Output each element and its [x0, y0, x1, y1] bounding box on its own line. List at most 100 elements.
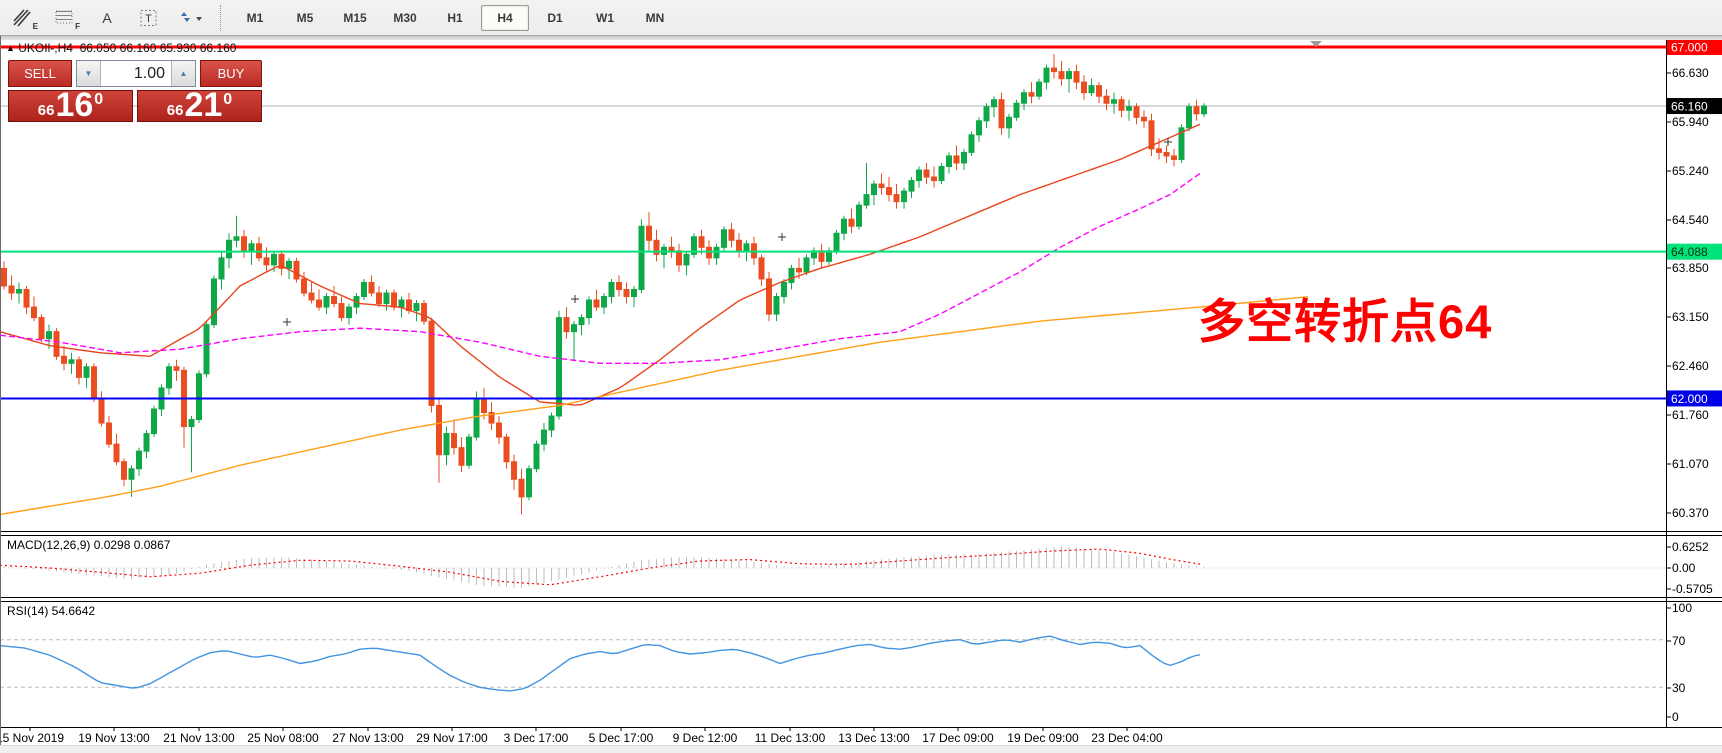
candle-body	[578, 317, 585, 326]
grid-draw-icon[interactable]: F	[46, 3, 84, 33]
time-axis-label: 19 Dec 09:00	[1007, 731, 1079, 745]
volume-decrease-button[interactable]: ▼	[77, 61, 101, 86]
candle-body	[316, 299, 322, 308]
candle-body	[113, 443, 120, 463]
macd-scale-label: -0.5705	[1672, 582, 1713, 596]
time-axis-label: 19 Nov 13:00	[78, 731, 150, 745]
price-level-label: 66.160	[1671, 100, 1708, 114]
timeframe-button-mn[interactable]: MN	[645, 10, 665, 25]
volume-input[interactable]: 1.00	[101, 61, 171, 86]
candle-body	[593, 299, 600, 308]
candle-body	[361, 281, 367, 298]
hatch-draw-icon[interactable]: E	[4, 3, 42, 33]
candlestick-chart[interactable]: 66.630 65.940 65.240 64.540 63.850 63.150 62.4…	[0, 40, 1722, 752]
object-anchor-marker	[283, 318, 291, 326]
sell-price-point: 0	[94, 91, 104, 108]
candle-body	[803, 257, 810, 273]
volume-spinner: ▼ 1.00 ▲	[76, 60, 196, 87]
price-axis-label: 62.460	[1672, 359, 1709, 373]
candle-body	[1186, 106, 1192, 129]
candle-body	[698, 236, 705, 248]
candle-body	[893, 194, 900, 203]
candle-body	[1163, 151, 1170, 157]
candle-body	[1043, 67, 1050, 83]
candle-body	[923, 169, 930, 178]
candle-body	[848, 218, 855, 227]
candle-body	[1148, 120, 1155, 150]
timeframe-button-d1[interactable]: D1	[547, 10, 563, 25]
timeframe-button-h4[interactable]: H4	[481, 4, 529, 31]
candle-body	[781, 281, 787, 298]
icon-subscript: F	[75, 21, 80, 31]
candle-body	[1036, 81, 1042, 97]
timeframe-button-m15[interactable]: M15	[343, 10, 367, 25]
timeframe-button-m1[interactable]: M1	[246, 10, 264, 25]
candle-body	[106, 422, 112, 445]
timeframe-button-w1[interactable]: W1	[596, 10, 614, 25]
candle-body	[1103, 95, 1110, 104]
candle-body	[736, 239, 742, 252]
time-axis-label: 29 Nov 17:00	[416, 731, 488, 745]
candle-body	[278, 253, 285, 269]
price-axis-label: 66.630	[1672, 66, 1709, 80]
candle-body	[226, 239, 232, 259]
buy-price-display[interactable]: 66 21 0	[137, 88, 262, 122]
candle-body	[743, 243, 750, 252]
candle-body	[1126, 106, 1132, 111]
candle-body	[1111, 99, 1117, 104]
candle-body	[121, 461, 127, 480]
sell-price-display[interactable]: 66 16 0	[8, 88, 133, 122]
window-bottom-strip	[0, 745, 1722, 753]
time-axis-label: 13 Dec 13:00	[838, 731, 910, 745]
candle-body	[338, 303, 345, 319]
candle-body	[586, 299, 592, 319]
candle-body	[683, 253, 690, 266]
timeframe-button-m30[interactable]: M30	[393, 10, 417, 25]
volume-increase-button[interactable]: ▲	[171, 61, 195, 86]
timeframe-button-m5[interactable]: M5	[296, 10, 314, 25]
time-axis-label: 17 Dec 09:00	[922, 731, 994, 745]
candle-body	[503, 436, 510, 463]
icon-subscript: E	[32, 21, 38, 31]
text-box-icon[interactable]: T	[130, 3, 168, 33]
candle-body	[563, 317, 570, 333]
price-axis-label: 64.540	[1672, 213, 1709, 227]
macd-signal-line	[0, 548, 1201, 586]
text-label-icon[interactable]: A	[88, 3, 126, 33]
time-axis-label: 9 Dec 12:00	[673, 731, 738, 745]
candle-body	[601, 296, 607, 308]
price-level-label-box	[1667, 390, 1722, 407]
price-level-label: 62.000	[1671, 392, 1708, 406]
candle-body	[1178, 127, 1185, 160]
candle-body	[173, 366, 180, 371]
candle-body	[53, 331, 60, 357]
price-axis-label: 65.940	[1672, 115, 1709, 129]
candle-body	[721, 229, 727, 248]
candle-body	[541, 429, 547, 445]
candle-body	[878, 183, 885, 189]
candle-body	[1058, 71, 1065, 80]
candle-body	[533, 443, 540, 470]
arrange-sort-icon[interactable]	[172, 3, 210, 33]
candle-body	[638, 225, 645, 290]
chart-left-border	[0, 36, 1, 745]
candle-body	[151, 408, 157, 435]
object-anchor-marker	[1164, 138, 1172, 146]
candle-body	[391, 292, 397, 308]
candle-body	[31, 306, 37, 319]
candle-body	[323, 296, 330, 308]
candle-body	[758, 257, 765, 280]
timeframe-button-h1[interactable]: H1	[447, 10, 463, 25]
candle-body	[203, 324, 210, 375]
buy-button[interactable]: BUY	[200, 60, 262, 87]
candle-body	[398, 299, 405, 308]
chart-background	[0, 40, 1722, 752]
candle-body	[38, 317, 45, 340]
chart-window[interactable]: 66.630 65.940 65.240 64.540 63.850 63.150 62.4…	[0, 40, 1722, 752]
rsi-scale-label: 30	[1672, 681, 1686, 695]
sell-button[interactable]: SELL	[8, 60, 72, 87]
candle-body	[196, 373, 202, 421]
rsi-line	[0, 635, 1201, 692]
collapse-triangle-icon[interactable]: ▲	[6, 43, 15, 53]
